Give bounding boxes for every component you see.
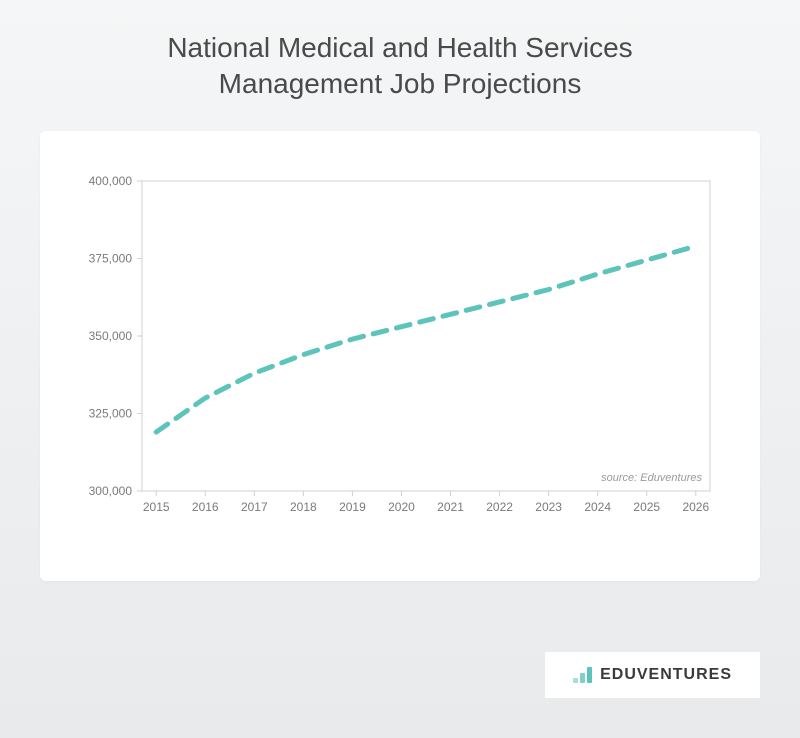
y-tick-label: 400,000 [89,174,133,188]
x-tick-label: 2021 [437,500,464,514]
x-tick-label: 2017 [241,500,268,514]
y-tick-label: 375,000 [89,251,133,265]
x-tick-label: 2015 [143,500,170,514]
x-tick-label: 2022 [486,500,513,514]
chart-card: 300,000 325,000 350,000 375,000 400,000 2015 2… [40,131,760,581]
x-tick-label: 2024 [584,500,611,514]
x-tick-label: 2025 [633,500,660,514]
x-tick-label: 2019 [339,500,366,514]
x-tick-label: 2020 [388,500,415,514]
source-note: source: Eduventures [601,472,702,484]
logo-text: EDUVENTURES [600,666,732,684]
x-tick-label: 2026 [682,500,709,514]
title-line-2: Management Job Projections [219,68,582,99]
y-tick-label: 325,000 [89,406,133,420]
logo-bars-icon [573,667,592,683]
x-tick-label: 2016 [192,500,219,514]
line-chart-svg: 300,000 325,000 350,000 375,000 400,000 2015 2… [70,171,730,531]
x-tick-label: 2023 [535,500,562,514]
x-tick-label: 2018 [290,500,317,514]
chart-title: National Medical and Health Services Man… [0,0,800,103]
y-tick-label: 350,000 [89,329,133,343]
logo-badge: EDUVENTURES [545,652,760,698]
projection-line [156,246,696,432]
y-tick-label: 300,000 [89,484,133,498]
chart-area: 300,000 325,000 350,000 375,000 400,000 2015 2… [70,171,730,531]
title-line-1: National Medical and Health Services [167,32,632,63]
